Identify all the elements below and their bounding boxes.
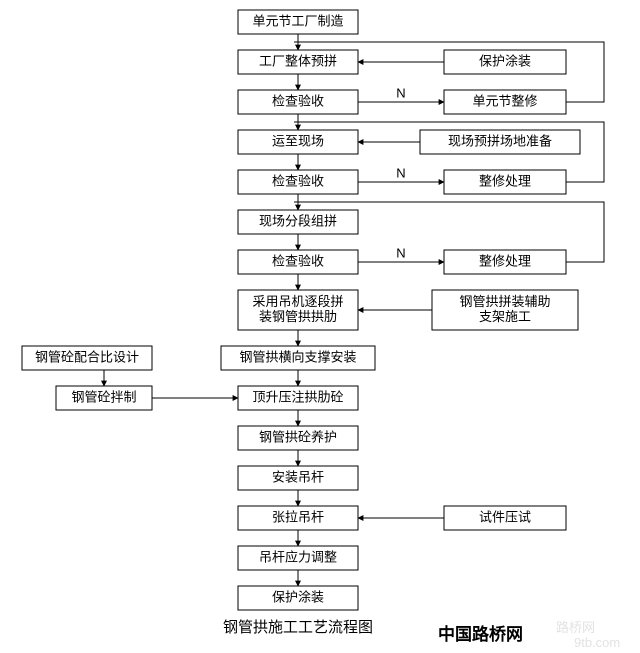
- svg-text:张拉吊杆: 张拉吊杆: [272, 509, 324, 524]
- svg-text:检查验收: 检查验收: [272, 93, 324, 108]
- flow-node: 单元节整修: [444, 90, 566, 114]
- flow-node: 检查验收: [238, 250, 358, 274]
- svg-text:检查验收: 检查验收: [272, 173, 324, 188]
- flow-node: 钢管拱拼装辅助支架施工: [432, 290, 578, 330]
- flow-node: 检查验收: [238, 170, 358, 194]
- flow-node: 保护涂装: [238, 586, 358, 610]
- flowchart-canvas: NNN单元节工厂制造工厂整体预拼检查验收运至现场检查验收现场分段组拼检查验收采用…: [0, 0, 640, 653]
- svg-text:顶升压注拱肋砼: 顶升压注拱肋砼: [252, 389, 343, 404]
- flow-node: 整修处理: [444, 250, 566, 274]
- flow-node: 采用吊机逐段拼装钢管拱拱肋: [238, 290, 358, 330]
- svg-text:支架施工: 支架施工: [479, 309, 531, 324]
- svg-text:钢管拱拼装辅助: 钢管拱拼装辅助: [459, 294, 550, 309]
- flow-node: 整修处理: [444, 170, 566, 194]
- watermark-url: 9tb.com: [574, 635, 620, 650]
- flow-node: 钢管砼配合比设计: [22, 346, 152, 370]
- svg-text:整修处理: 整修处理: [479, 253, 531, 268]
- svg-text:现场预拼场地准备: 现场预拼场地准备: [448, 133, 552, 148]
- svg-text:N: N: [396, 85, 405, 100]
- svg-text:现场分段组拼: 现场分段组拼: [259, 213, 337, 228]
- flow-node: 顶升压注拱肋砼: [238, 386, 358, 410]
- svg-text:N: N: [396, 165, 405, 180]
- svg-text:钢管拱砼养护: 钢管拱砼养护: [259, 429, 337, 444]
- flow-node: 保护涂装: [444, 50, 566, 74]
- svg-text:装钢管拱拱肋: 装钢管拱拱肋: [259, 309, 337, 324]
- flow-node: 钢管拱横向支撑安装: [221, 346, 375, 370]
- svg-text:钢管砼配合比设计: 钢管砼配合比设计: [35, 349, 139, 364]
- svg-text:单元节整修: 单元节整修: [472, 93, 537, 108]
- svg-text:采用吊机逐段拼: 采用吊机逐段拼: [252, 294, 343, 309]
- svg-text:运至现场: 运至现场: [272, 133, 324, 148]
- flow-node: 工厂整体预拼: [238, 50, 358, 74]
- svg-text:钢管拱横向支撑安装: 钢管拱横向支撑安装: [239, 349, 356, 364]
- flow-node: 安装吊杆: [238, 466, 358, 490]
- svg-text:整修处理: 整修处理: [479, 173, 531, 188]
- flow-node: 试件压试: [444, 506, 566, 530]
- svg-text:检查验收: 检查验收: [272, 253, 324, 268]
- flow-node: 现场分段组拼: [238, 210, 358, 234]
- svg-text:保护涂装: 保护涂装: [272, 589, 324, 604]
- svg-text:吊杆应力调整: 吊杆应力调整: [259, 549, 337, 564]
- footer-brand: 中国路桥网: [438, 624, 523, 644]
- flow-node: 张拉吊杆: [238, 506, 358, 530]
- watermark-text: 路桥网: [556, 620, 595, 635]
- flow-node: 现场预拼场地准备: [420, 130, 580, 154]
- svg-text:N: N: [396, 245, 405, 260]
- flow-node: 钢管拱砼养护: [238, 426, 358, 450]
- flow-node: 吊杆应力调整: [238, 546, 358, 570]
- svg-text:钢管砼拌制: 钢管砼拌制: [71, 389, 136, 404]
- flow-node: 检查验收: [238, 90, 358, 114]
- svg-text:安装吊杆: 安装吊杆: [272, 469, 324, 484]
- flow-node: 单元节工厂制造: [238, 10, 358, 34]
- svg-text:试件压试: 试件压试: [479, 509, 531, 524]
- svg-text:工厂整体预拼: 工厂整体预拼: [259, 53, 337, 68]
- flow-node: 钢管砼拌制: [56, 386, 152, 410]
- svg-text:单元节工厂制造: 单元节工厂制造: [252, 13, 343, 28]
- diagram-title: 钢管拱施工工艺流程图: [223, 619, 373, 636]
- svg-text:保护涂装: 保护涂装: [479, 53, 531, 68]
- flow-node: 运至现场: [238, 130, 358, 154]
